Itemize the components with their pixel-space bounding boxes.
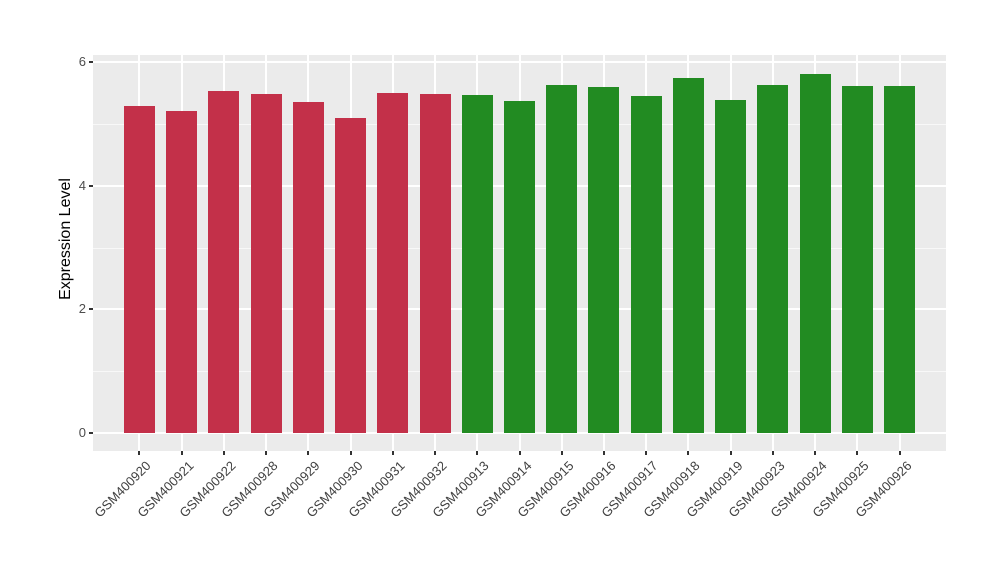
x-tick-mark [138, 451, 141, 455]
x-tick-mark [391, 451, 394, 455]
x-tick-mark [687, 451, 690, 455]
y-tick-label: 6 [78, 54, 86, 69]
bar [419, 93, 451, 433]
bar [208, 91, 240, 433]
x-tick-mark [222, 451, 225, 455]
bar [335, 118, 367, 433]
bar [292, 101, 324, 433]
x-tick-mark [729, 451, 732, 455]
x-tick-mark [349, 451, 352, 455]
y-tick-label: 2 [78, 301, 86, 317]
x-tick-mark [518, 451, 521, 455]
x-tick-mark [856, 451, 859, 455]
x-tick-mark [602, 451, 605, 455]
bar [672, 78, 704, 433]
y-tick-label: 4 [78, 177, 86, 193]
bar [461, 94, 493, 433]
bar [757, 85, 789, 433]
y-tick-mark [89, 308, 93, 311]
y-tick-mark [89, 432, 93, 434]
bar [377, 92, 409, 433]
x-tick-mark [645, 451, 648, 455]
x-tick-mark [814, 451, 817, 455]
x-tick-mark [434, 451, 437, 455]
bar [715, 99, 747, 433]
bar [799, 73, 831, 433]
bar [166, 110, 198, 433]
x-tick-mark [771, 451, 774, 455]
bar [250, 94, 282, 433]
x-tick-mark [180, 451, 183, 455]
x-tick-mark [265, 451, 268, 455]
bar [630, 96, 662, 433]
bar [884, 86, 916, 433]
bar [123, 105, 155, 433]
x-tick-mark [898, 451, 901, 455]
y-tick-label: 0 [78, 425, 86, 440]
x-tick-mark [476, 451, 479, 455]
y-tick-mark [89, 61, 93, 63]
y-axis-title-text: Expression Level [57, 178, 74, 300]
bar [546, 85, 578, 433]
bar [504, 100, 535, 433]
x-tick-mark [560, 451, 563, 455]
x-tick-mark [307, 451, 310, 455]
y-tick-mark [89, 184, 93, 187]
bar [588, 87, 620, 433]
bar [841, 86, 873, 433]
